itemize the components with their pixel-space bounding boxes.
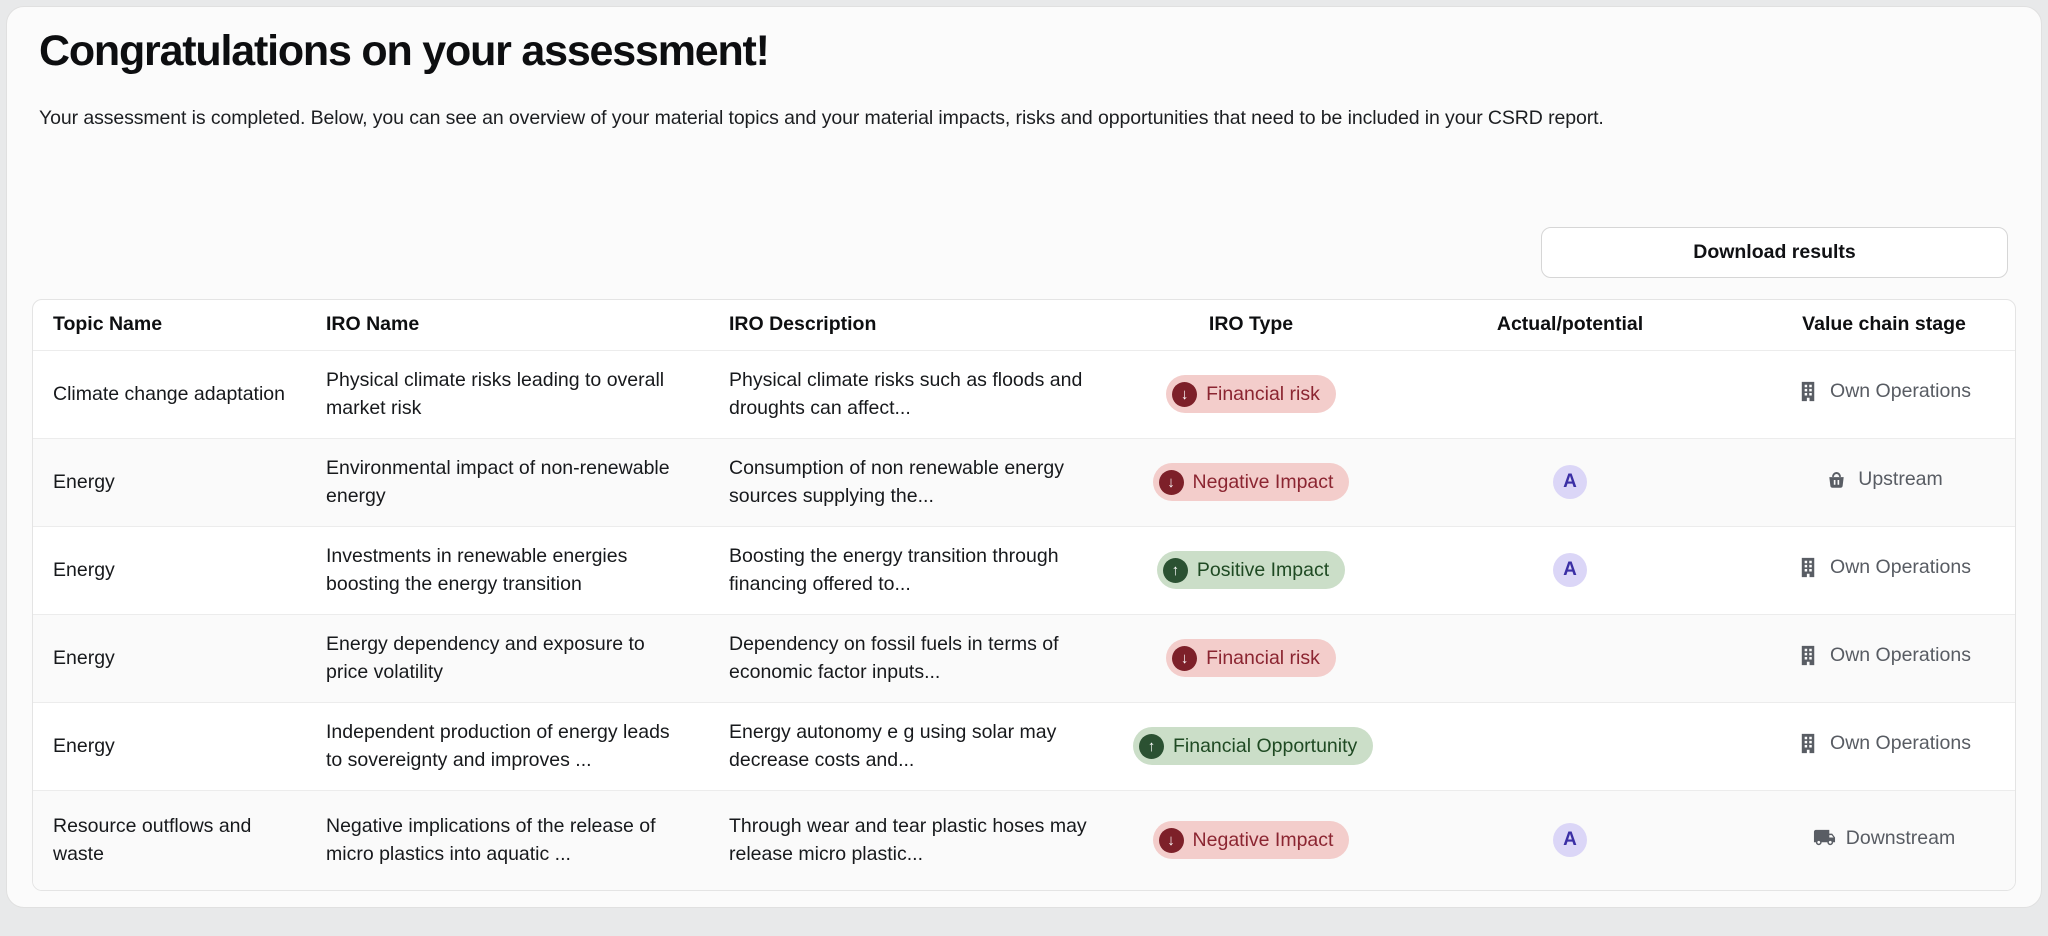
table-row: Energy Independent production of energy … xyxy=(33,702,2015,790)
arrow-down-circle-icon: ↓ xyxy=(1172,645,1198,671)
arrow-up-circle-icon: ↑ xyxy=(1139,733,1164,759)
topic-cell: Energy xyxy=(53,647,115,669)
table-body: Climate change adaptation Physical clima… xyxy=(33,350,2015,890)
value-chain-cell: Upstream xyxy=(1751,438,2015,526)
actual-potential-cell: A xyxy=(1389,790,1751,890)
col-header-actual-potential: Actual/potential xyxy=(1389,300,1751,351)
value-chain-label: Own Operations xyxy=(1830,380,1971,403)
iro-description-cell: Boosting the energy transition through f… xyxy=(729,545,1059,595)
actual-potential-cell xyxy=(1389,702,1751,790)
iro-name-cell: Energy dependency and exposure to price … xyxy=(326,633,645,683)
badge-label: Financial risk xyxy=(1206,383,1320,405)
actual-potential-cell: A xyxy=(1389,526,1751,614)
iro-description-cell: Physical climate risks such as floods an… xyxy=(729,369,1083,419)
table-row: Climate change adaptation Physical clima… xyxy=(33,350,2015,438)
iro-name-cell: Investments in renewable energies boosti… xyxy=(326,545,628,595)
value-chain-cell: Downstream xyxy=(1751,790,2015,890)
iro-name-cell: Environmental impact of non-renewable en… xyxy=(326,457,670,507)
actual-potential-badge: A xyxy=(1553,465,1587,499)
badge-label: Negative Impact xyxy=(1192,829,1334,852)
iro-type-cell: ↓ Negative Impact xyxy=(1113,790,1389,890)
iro-type-badge: ↓ Financial risk xyxy=(1166,375,1336,413)
badge-label: Financial Opportunity xyxy=(1173,735,1358,757)
building-icon xyxy=(1801,645,1815,665)
badge-label: Positive Impact xyxy=(1196,559,1330,581)
table-row: Energy Energy dependency and exposure to… xyxy=(33,614,2015,702)
iro-description-cell: Through wear and tear plastic hoses may … xyxy=(729,815,1087,866)
app-window: Congratulations on your assessment! Your… xyxy=(6,6,2042,908)
results-table-card: Topic Name IRO Name IRO Description IRO … xyxy=(32,299,2016,891)
value-chain-label: Own Operations xyxy=(1830,732,1971,755)
iro-name-cell: Physical climate risks leading to overal… xyxy=(326,369,665,419)
iro-type-cell: ↓ Negative Impact xyxy=(1113,438,1389,526)
iro-description-cell: Consumption of non renewable energy sour… xyxy=(729,457,1064,507)
building-icon xyxy=(1801,557,1815,577)
page-subtitle: Your assessment is completed. Below, you… xyxy=(39,107,1604,129)
topic-cell: Resource outflows and waste xyxy=(53,815,252,866)
topic-cell: Climate change adaptation xyxy=(53,383,285,405)
value-chain-cell: Own Operations xyxy=(1751,526,2015,614)
iro-type-badge: ↓ Negative Impact xyxy=(1152,821,1350,860)
iro-type-cell: ↑ Financial Opportunity xyxy=(1113,702,1389,790)
value-chain-label: Upstream xyxy=(1858,468,1943,491)
table-row: Energy Investments in renewable energies… xyxy=(33,526,2015,614)
truck-icon xyxy=(1813,829,1835,846)
actual-potential-cell xyxy=(1389,614,1751,702)
actual-potential-badge: A xyxy=(1553,553,1587,587)
value-chain-label: Downstream xyxy=(1845,826,1956,849)
iro-type-badge: ↓ Negative Impact xyxy=(1152,463,1350,501)
actual-potential-cell: A xyxy=(1389,438,1751,526)
actual-potential-badge: A xyxy=(1553,823,1587,858)
value-chain-cell: Own Operations xyxy=(1751,614,2015,702)
col-header-iro-description: IRO Description xyxy=(709,300,1113,351)
topic-cell: Energy xyxy=(53,559,115,581)
iro-type-cell: ↑ Positive Impact xyxy=(1113,526,1389,614)
building-icon xyxy=(1801,733,1815,753)
iro-type-badge: ↑ Financial Opportunity xyxy=(1133,727,1374,765)
value-chain-cell: Own Operations xyxy=(1751,350,2015,438)
table-row: Energy Environmental impact of non-renew… xyxy=(33,438,2015,526)
page-title: Congratulations on your assessment! xyxy=(39,27,770,75)
iro-type-cell: ↓ Financial risk xyxy=(1113,614,1389,702)
table-row: Resource outflows and waste Negative imp… xyxy=(33,790,2015,890)
value-chain-cell: Own Operations xyxy=(1751,702,2015,790)
arrow-down-circle-icon: ↓ xyxy=(1172,381,1198,407)
iro-type-cell: ↓ Financial risk xyxy=(1113,350,1389,438)
iro-type-badge: ↓ Financial risk xyxy=(1166,639,1336,677)
arrow-up-circle-icon: ↑ xyxy=(1162,557,1188,583)
topic-cell: Energy xyxy=(53,471,115,493)
basket-icon xyxy=(1829,471,1844,488)
col-header-value-chain-stage: Value chain stage xyxy=(1751,300,2015,351)
col-header-iro-type: IRO Type xyxy=(1113,300,1389,351)
value-chain-label: Own Operations xyxy=(1830,556,1971,579)
results-table: Topic Name IRO Name IRO Description IRO … xyxy=(33,300,2015,890)
arrow-down-circle-icon: ↓ xyxy=(1158,827,1184,853)
topic-cell: Energy xyxy=(53,735,115,757)
download-results-button[interactable]: Download results xyxy=(1541,227,2008,278)
table-header-row: Topic Name IRO Name IRO Description IRO … xyxy=(33,300,2015,351)
iro-description-cell: Energy autonomy e g using solar may decr… xyxy=(729,721,1057,771)
badge-label: Negative Impact xyxy=(1192,471,1334,493)
iro-type-badge: ↑ Positive Impact xyxy=(1156,551,1346,589)
arrow-down-circle-icon: ↓ xyxy=(1158,469,1184,495)
col-header-topic-name: Topic Name xyxy=(33,300,306,351)
col-header-iro-name: IRO Name xyxy=(306,300,709,351)
iro-description-cell: Dependency on fossil fuels in terms of e… xyxy=(729,633,1059,683)
building-icon xyxy=(1801,381,1815,401)
value-chain-label: Own Operations xyxy=(1830,644,1971,667)
iro-name-cell: Negative implications of the release of … xyxy=(326,815,656,866)
badge-label: Financial risk xyxy=(1206,647,1320,669)
actual-potential-cell xyxy=(1389,350,1751,438)
iro-name-cell: Independent production of energy leads t… xyxy=(326,721,670,771)
